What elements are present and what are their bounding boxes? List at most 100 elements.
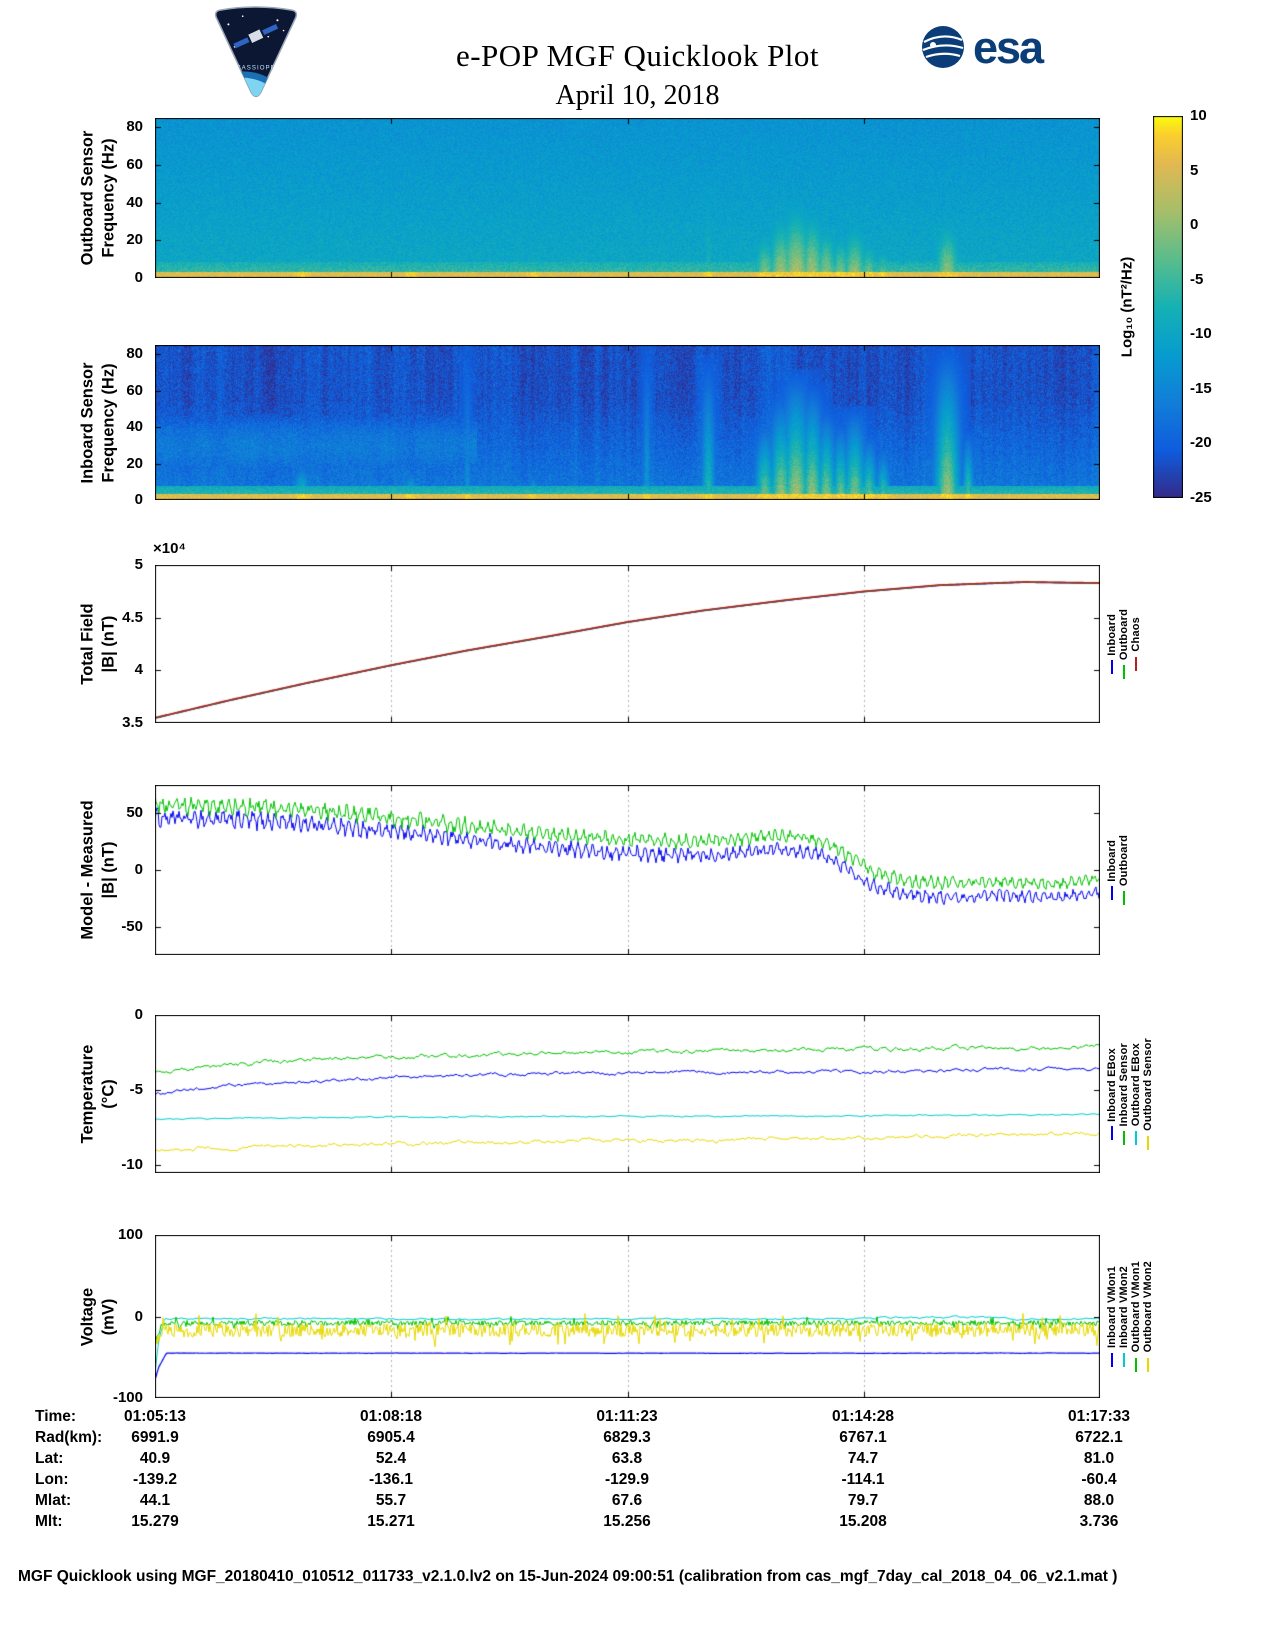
model-measured-canvas	[155, 785, 1100, 955]
table-cell: 6722.1	[1075, 1429, 1123, 1446]
legend-label: Inboard Sensor	[1118, 1042, 1130, 1127]
y-tick-label: 0	[134, 491, 143, 508]
table-cell: 63.8	[611, 1450, 643, 1467]
table-cell: 01:05:13	[123, 1408, 187, 1425]
legend-label: Inboard	[1106, 839, 1118, 882]
legend-marker	[1110, 886, 1114, 901]
colorbar-tick-label: 10	[1190, 107, 1207, 124]
y-tick-label: 60	[126, 156, 143, 174]
colorbar-label: Log₁₀ (nT²/Hz)	[1118, 256, 1136, 358]
legend-entry: Outboard EBox	[1130, 1015, 1142, 1173]
temperature-legend: Inboard EBox Inboard Sensor Outboard EBox O…	[1106, 1015, 1154, 1173]
y-tick-label: 80	[126, 118, 143, 136]
legend-marker	[1134, 656, 1138, 671]
legend-entry: Chaos	[1130, 565, 1142, 723]
colorbar-tick-label: -25	[1190, 489, 1212, 506]
legend-entry: Inboard EBox	[1106, 1015, 1118, 1173]
table-row-label: Lon:	[35, 1471, 69, 1488]
legend-label: Outboard VMon2	[1142, 1261, 1154, 1353]
table-cell: 6991.9	[131, 1429, 179, 1446]
total-field-legend: Inboard Outboard Chaos	[1106, 565, 1142, 723]
table-row-label: Lat:	[35, 1450, 64, 1467]
y-tick-label: 0	[134, 861, 143, 878]
page-date: April 10, 2018	[555, 80, 720, 111]
table-cell: -60.4	[1081, 1471, 1117, 1488]
table-cell: 40.9	[139, 1450, 171, 1467]
table-cell: 81.0	[1083, 1450, 1115, 1467]
total-field-yticks: 3.5 4 4.5 5	[101, 556, 149, 731]
footer-text: MGF Quicklook using MGF_20180410_010512_…	[18, 1568, 1118, 1585]
y-exponent-label: ×10⁴	[153, 540, 186, 557]
legend-entry: Outboard	[1118, 785, 1130, 955]
table-row: Time: 01:05:13 01:08:18 01:11:23 01:14:28 01:…	[0, 1408, 1275, 1429]
title-block: e-POP MGF Quicklook Plot April 10, 2018	[0, 38, 1275, 112]
y-tick-label: -10	[121, 1156, 143, 1174]
esa-emblem-icon	[922, 26, 964, 68]
temperature-canvas	[155, 1015, 1100, 1173]
legend-marker	[1122, 1353, 1126, 1368]
cassiope-mission-logo: CASSIOPE	[214, 6, 298, 98]
page-title: e-POP MGF Quicklook Plot	[455, 38, 820, 73]
legend-label: Outboard VMon1	[1130, 1261, 1142, 1353]
colorbar-tick-label: 5	[1190, 161, 1199, 179]
legend-entry: Outboard	[1118, 565, 1130, 723]
esa-wordmark: esa	[973, 21, 1044, 73]
colorbar-tick-label: -15	[1190, 379, 1212, 397]
legend-marker	[1146, 1135, 1150, 1150]
legend-marker	[1134, 1357, 1138, 1372]
legend-entry: Outboard VMon2	[1142, 1235, 1154, 1398]
legend-marker	[1122, 891, 1126, 906]
y-tick-label: 100	[117, 1226, 143, 1243]
temperature-panel: Temperature (°C) 0 -5 -10 Inboard EBox Inbo…	[78, 1006, 1154, 1173]
y-tick-label: -5	[129, 1081, 143, 1099]
table-cell: 6905.4	[367, 1429, 415, 1446]
table-cell: 55.7	[375, 1492, 407, 1509]
table-cell: 52.4	[375, 1450, 407, 1467]
table-row: Mlt: 15.279 15.271 15.256 15.208 3.736	[0, 1513, 1275, 1534]
inboard-spectrogram-panel: Inboard Sensor Frequency (Hz) 0 20 40 60 80	[78, 345, 1100, 508]
y-tick-label: 80	[126, 345, 143, 363]
table-row: Lat: 40.9 52.4 63.8 74.7 81.0	[0, 1450, 1275, 1471]
y-tick-label: 60	[126, 381, 143, 399]
y-tick-label: 4	[134, 661, 143, 679]
legend-marker	[1110, 1126, 1114, 1141]
y-tick-label: 40	[126, 418, 143, 436]
legend-marker	[1110, 1353, 1114, 1368]
y-tick-label: 40	[126, 193, 143, 211]
table-row: Rad(km): 6991.9 6905.4 6829.3 6767.1 6722.1	[0, 1429, 1275, 1450]
table-cell: 79.7	[847, 1492, 879, 1509]
legend-marker	[1134, 1131, 1138, 1146]
colorbar: Log₁₀ (nT²/Hz) 10 5 0 -5 -10 -15 -20 -25	[1119, 107, 1212, 506]
colorbar-gradient	[1153, 116, 1183, 498]
table-row-label: Mlt:	[35, 1513, 63, 1530]
voltage-panel: Voltage (mV) -100 0 100 Inboard VMon1 Inboa…	[78, 1226, 1154, 1406]
colorbar-tick-label: -5	[1190, 270, 1204, 288]
table-row: Lon: -139.2 -136.1 -129.9 -114.1 -60.4	[0, 1471, 1275, 1492]
table-cell: 67.6	[611, 1492, 643, 1509]
y-tick-label: 20	[126, 231, 143, 249]
table-cell: -139.2	[133, 1471, 177, 1488]
table-cell: 15.271	[367, 1513, 415, 1530]
table-cell: 74.7	[847, 1450, 879, 1467]
table-cell: 01:08:18	[359, 1408, 423, 1425]
table-row-label: Time:	[35, 1408, 77, 1425]
legend-marker	[1110, 660, 1114, 675]
y-tick-label: 5	[134, 556, 143, 573]
model-measured-legend: Inboard Outboard	[1106, 785, 1130, 955]
plot-panels: Outboard Sensor Frequency (Hz) 0 20 40 60 80…	[78, 0, 1154, 1650]
legend-label: Inboard VMon1	[1106, 1265, 1118, 1349]
legend-entry: Inboard	[1106, 565, 1118, 723]
legend-entry: Inboard	[1106, 785, 1118, 955]
table-cell: 15.208	[839, 1513, 887, 1530]
table-cell: 15.279	[131, 1513, 179, 1530]
total-field-panel: ×10⁴ Total Field |B| (nT) 3.5 4 4.5 5 Inboa…	[78, 540, 1142, 731]
table-cell: -114.1	[841, 1471, 885, 1488]
table-row-label: Rad(km):	[35, 1429, 103, 1446]
model-measured-panel: Model - Measured |B| (nT) -50 0 50 Inboard…	[78, 785, 1130, 955]
legend-marker	[1146, 1357, 1150, 1372]
colorbar-tick-label: -20	[1190, 434, 1212, 452]
model-measured-yticks: -50 0 50	[101, 785, 149, 955]
legend-entry: Outboard VMon1	[1130, 1235, 1142, 1398]
table-cell: 01:14:28	[831, 1408, 895, 1425]
